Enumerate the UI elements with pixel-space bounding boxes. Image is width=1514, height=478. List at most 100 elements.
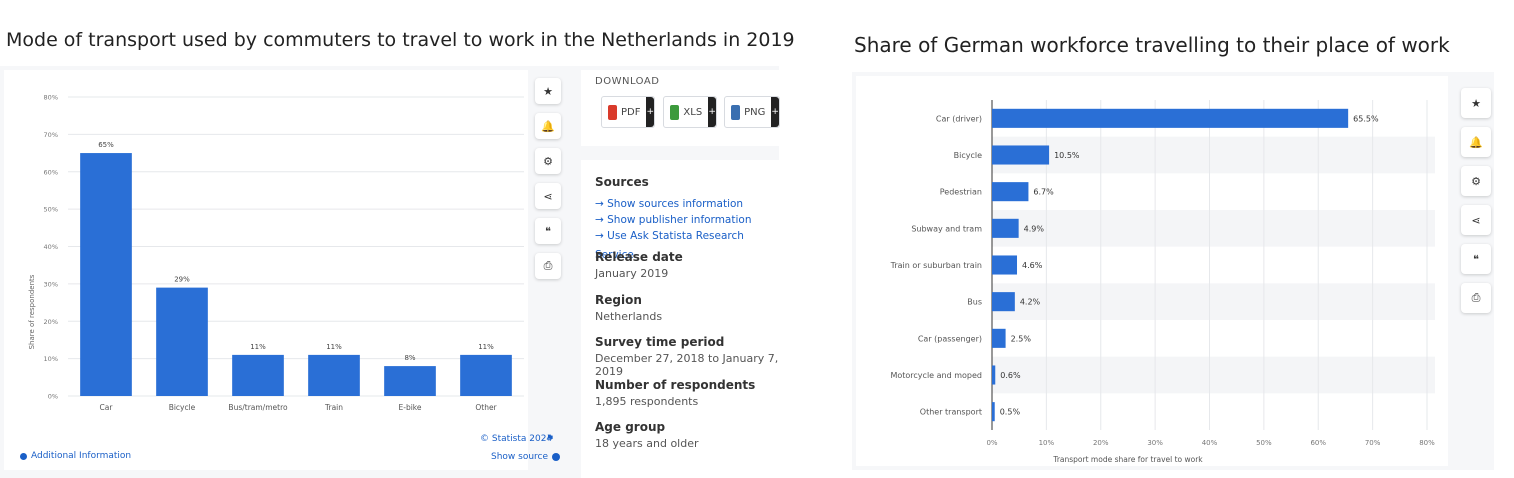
- right-x-axis-label: Transport mode share for travel to work: [1052, 455, 1203, 464]
- download-pdf-label: PDF: [620, 106, 641, 118]
- x-tick-label: Car: [100, 403, 114, 412]
- bar-value-label: 8%: [404, 354, 415, 362]
- download-xls-button[interactable]: XLS +: [663, 96, 717, 128]
- x-tick-label: Other: [475, 403, 497, 412]
- download-png-button[interactable]: PNG +: [724, 96, 780, 128]
- release-date-heading: Release date: [595, 250, 683, 264]
- bar: [992, 182, 1029, 202]
- y-tick-label: 10%: [44, 355, 58, 363]
- bar-value-label: 29%: [174, 276, 190, 284]
- region-value: Netherlands: [595, 310, 663, 323]
- statista-copyright: © Statista 2024: [480, 434, 553, 444]
- print-button[interactable]: ⎙: [1461, 283, 1491, 313]
- sources-link-1[interactable]: → Show publisher information: [595, 214, 752, 226]
- right-bar-chart: Transport mode share for travel to work …: [890, 100, 1435, 464]
- info-icon: [20, 452, 27, 460]
- print-icon: ⎙: [543, 259, 553, 272]
- bar: [232, 354, 284, 396]
- bar: [308, 354, 360, 396]
- download-box: DOWNLOAD PDF + XLS + PNG +: [581, 70, 780, 146]
- respondents-heading: Number of respondents: [595, 378, 756, 392]
- x-tick-label: 0%: [986, 439, 997, 447]
- survey-period-heading: Survey time period: [595, 335, 725, 349]
- row-band: [992, 210, 1435, 247]
- show-source-link[interactable]: Show source: [491, 452, 561, 462]
- y-tick-label: Train or suburban train: [890, 261, 982, 270]
- bar: [384, 366, 436, 396]
- bar-value-label: 11%: [326, 343, 342, 351]
- info-icon: [552, 453, 561, 461]
- y-tick-label: Pedestrian: [940, 188, 982, 197]
- additional-info-link[interactable]: Additional Information: [20, 451, 131, 461]
- download-png-label: PNG: [744, 106, 766, 118]
- bar-value-label: 4.2%: [1020, 298, 1041, 307]
- sources-link-0[interactable]: → Show sources information: [595, 198, 744, 210]
- y-tick-label: 60%: [44, 168, 58, 176]
- sources-heading: Sources: [595, 175, 649, 189]
- gear-button[interactable]: ⚙: [1461, 166, 1491, 196]
- x-tick-label: 40%: [1202, 439, 1218, 447]
- gear-icon: ⚙: [543, 154, 553, 168]
- y-tick-label: Car (driver): [936, 114, 982, 123]
- bar-value-label: 0.5%: [1000, 408, 1021, 417]
- share-button[interactable]: ⋖: [535, 183, 561, 209]
- y-tick-label: Car (passenger): [918, 334, 982, 343]
- release-date-value: January 2019: [595, 267, 669, 280]
- bar-value-label: 10.5%: [1054, 151, 1080, 160]
- age-group-heading: Age group: [595, 420, 666, 434]
- quote-icon: ❝: [1473, 252, 1479, 266]
- y-tick-label: 80%: [44, 94, 58, 102]
- sources-link-2[interactable]: → Use Ask Statista Research Service: [595, 230, 744, 261]
- show-source-label: Show source: [491, 452, 549, 462]
- x-tick-label: 80%: [1419, 439, 1435, 447]
- y-tick-label: 20%: [44, 318, 58, 326]
- y-tick-label: Bicycle: [954, 151, 982, 160]
- x-tick-label: 30%: [1147, 439, 1163, 447]
- y-tick-label: 70%: [44, 131, 58, 139]
- bar-value-label: 2.5%: [1011, 334, 1032, 343]
- star-button[interactable]: ★: [1461, 88, 1491, 118]
- quote-icon: ❝: [545, 224, 551, 238]
- bell-button[interactable]: 🔔: [535, 113, 561, 139]
- bar: [992, 292, 1015, 312]
- y-tick-label: 40%: [44, 243, 58, 251]
- bar: [156, 287, 208, 396]
- plus-icon: +: [646, 97, 654, 127]
- star-icon: ★: [543, 84, 553, 98]
- survey-period-value: December 27, 2018 to January 7, 2019: [595, 352, 779, 378]
- bar: [992, 255, 1018, 275]
- bar: [992, 365, 996, 385]
- bar: [992, 108, 1349, 128]
- share-icon: ⋖: [543, 189, 553, 203]
- bar-value-label: 4.6%: [1022, 261, 1043, 270]
- x-tick-label: Train: [324, 403, 343, 412]
- bell-button[interactable]: 🔔: [1461, 127, 1491, 157]
- x-tick-label: Bicycle: [169, 403, 196, 412]
- y-tick-label: 30%: [44, 280, 58, 288]
- download-pdf-button[interactable]: PDF +: [601, 96, 655, 128]
- quote-button[interactable]: ❝: [1461, 244, 1491, 274]
- quote-button[interactable]: ❝: [535, 218, 561, 244]
- y-tick-label: 50%: [44, 206, 58, 214]
- star-button[interactable]: ★: [535, 78, 561, 104]
- x-tick-label: 10%: [1039, 439, 1055, 447]
- bar-value-label: 4.9%: [1024, 224, 1045, 233]
- xls-file-icon: [670, 104, 680, 120]
- share-icon: ⋖: [1471, 213, 1481, 227]
- gear-icon: ⚙: [1471, 174, 1481, 188]
- bell-icon: 🔔: [1469, 135, 1483, 149]
- y-tick-label: Bus: [967, 298, 982, 307]
- bar: [80, 153, 132, 396]
- flag-icon: ⚑: [546, 434, 555, 444]
- x-tick-label: 70%: [1365, 439, 1381, 447]
- right-chart-title: Share of German workforce travelling to …: [854, 33, 1450, 57]
- bar-value-label: 6.7%: [1033, 188, 1054, 197]
- star-icon: ★: [1471, 96, 1481, 110]
- respondents-value: 1,895 respondents: [595, 395, 699, 408]
- sources-link-label: Use Ask Statista Research Service: [595, 230, 744, 261]
- share-button[interactable]: ⋖: [1461, 205, 1491, 235]
- gear-button[interactable]: ⚙: [535, 148, 561, 174]
- bar: [460, 354, 512, 396]
- download-xls-label: XLS: [683, 106, 703, 118]
- print-button[interactable]: ⎙: [535, 253, 561, 279]
